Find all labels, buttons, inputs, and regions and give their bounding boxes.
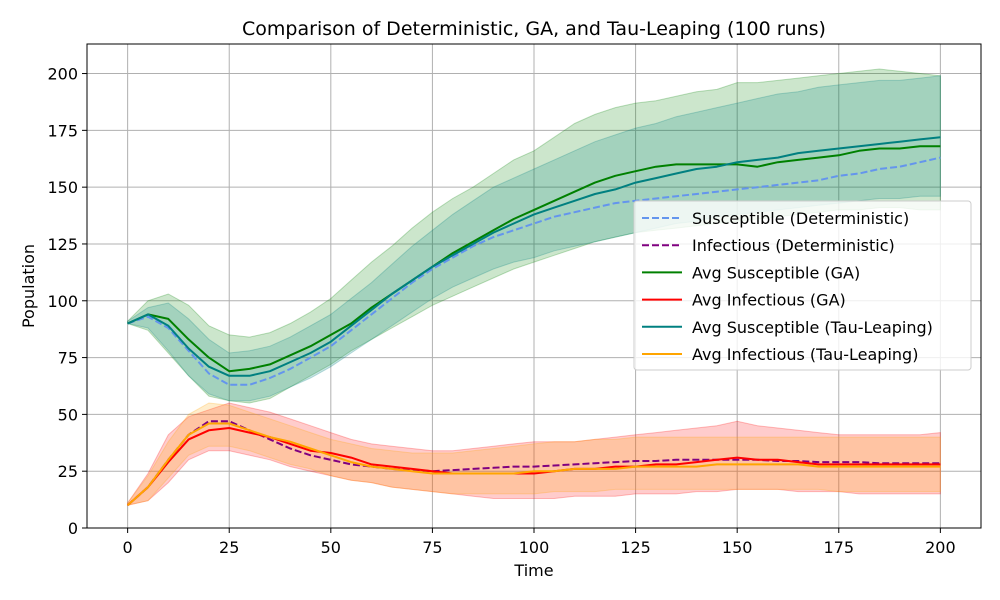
- x-tick-label: 125: [620, 538, 651, 557]
- legend-box: [633, 200, 972, 371]
- axis-ticks: 0 25 50 75 100 125 150 175 200 0 25 50 75 100 125 150 17…: [47, 65, 955, 557]
- x-tick-label: 0: [123, 538, 133, 557]
- legend-label-avg-susceptible-ga: Avg Susceptible (GA): [692, 263, 860, 282]
- series-line-avg-susceptible-tau-leaping: [127, 136, 941, 377]
- series-line-susceptible-deterministic: [127, 156, 941, 386]
- series-line-avg-susceptible-ga: [127, 145, 941, 373]
- x-tick-label: 50: [321, 538, 341, 557]
- x-tick-label: 25: [219, 538, 239, 557]
- y-tick-label: 175: [47, 121, 78, 140]
- y-tick-label: 150: [47, 178, 78, 197]
- confidence-band-3: [127, 402, 941, 506]
- x-tick-label: 75: [422, 538, 442, 557]
- x-axis-label: Time: [513, 561, 553, 580]
- legend-label-avg-susceptible-tau-leaping: Avg Susceptible (Tau-Leaping): [692, 318, 933, 337]
- legend-label-infectious-deterministic: Infectious (Deterministic): [692, 236, 895, 255]
- y-tick-label: 200: [47, 65, 78, 84]
- x-tick-label: 150: [722, 538, 753, 557]
- confidence-band-2: [127, 75, 941, 402]
- confidence-band-4: [127, 402, 941, 506]
- y-axis-label: Population: [19, 244, 38, 328]
- y-tick-label: 0: [68, 519, 78, 538]
- legend-label-avg-infectious-tau-leaping: Avg Infectious (Tau-Leaping): [692, 345, 918, 364]
- x-tick-label: 200: [925, 538, 956, 557]
- y-tick-label: 50: [58, 405, 78, 424]
- x-tick-label: 100: [519, 538, 550, 557]
- series-lines: [126, 136, 941, 507]
- confidence-bands: [127, 68, 941, 506]
- y-tick-label: 75: [58, 349, 78, 368]
- legend-label-avg-infectious-ga: Avg Infectious (GA): [692, 291, 846, 310]
- y-tick-label: 125: [47, 235, 78, 254]
- y-tick-label: 25: [58, 462, 78, 481]
- series-line-avg-infectious-tau-leaping: [126, 422, 941, 507]
- y-tick-label: 100: [47, 292, 78, 311]
- legend: Susceptible (Deterministic) Infectious (D…: [633, 200, 972, 371]
- legend-label-susceptible-deterministic: Susceptible (Deterministic): [692, 209, 909, 228]
- x-tick-label: 175: [823, 538, 854, 557]
- chart-title: Comparison of Deterministic, GA, and Tau…: [242, 18, 826, 40]
